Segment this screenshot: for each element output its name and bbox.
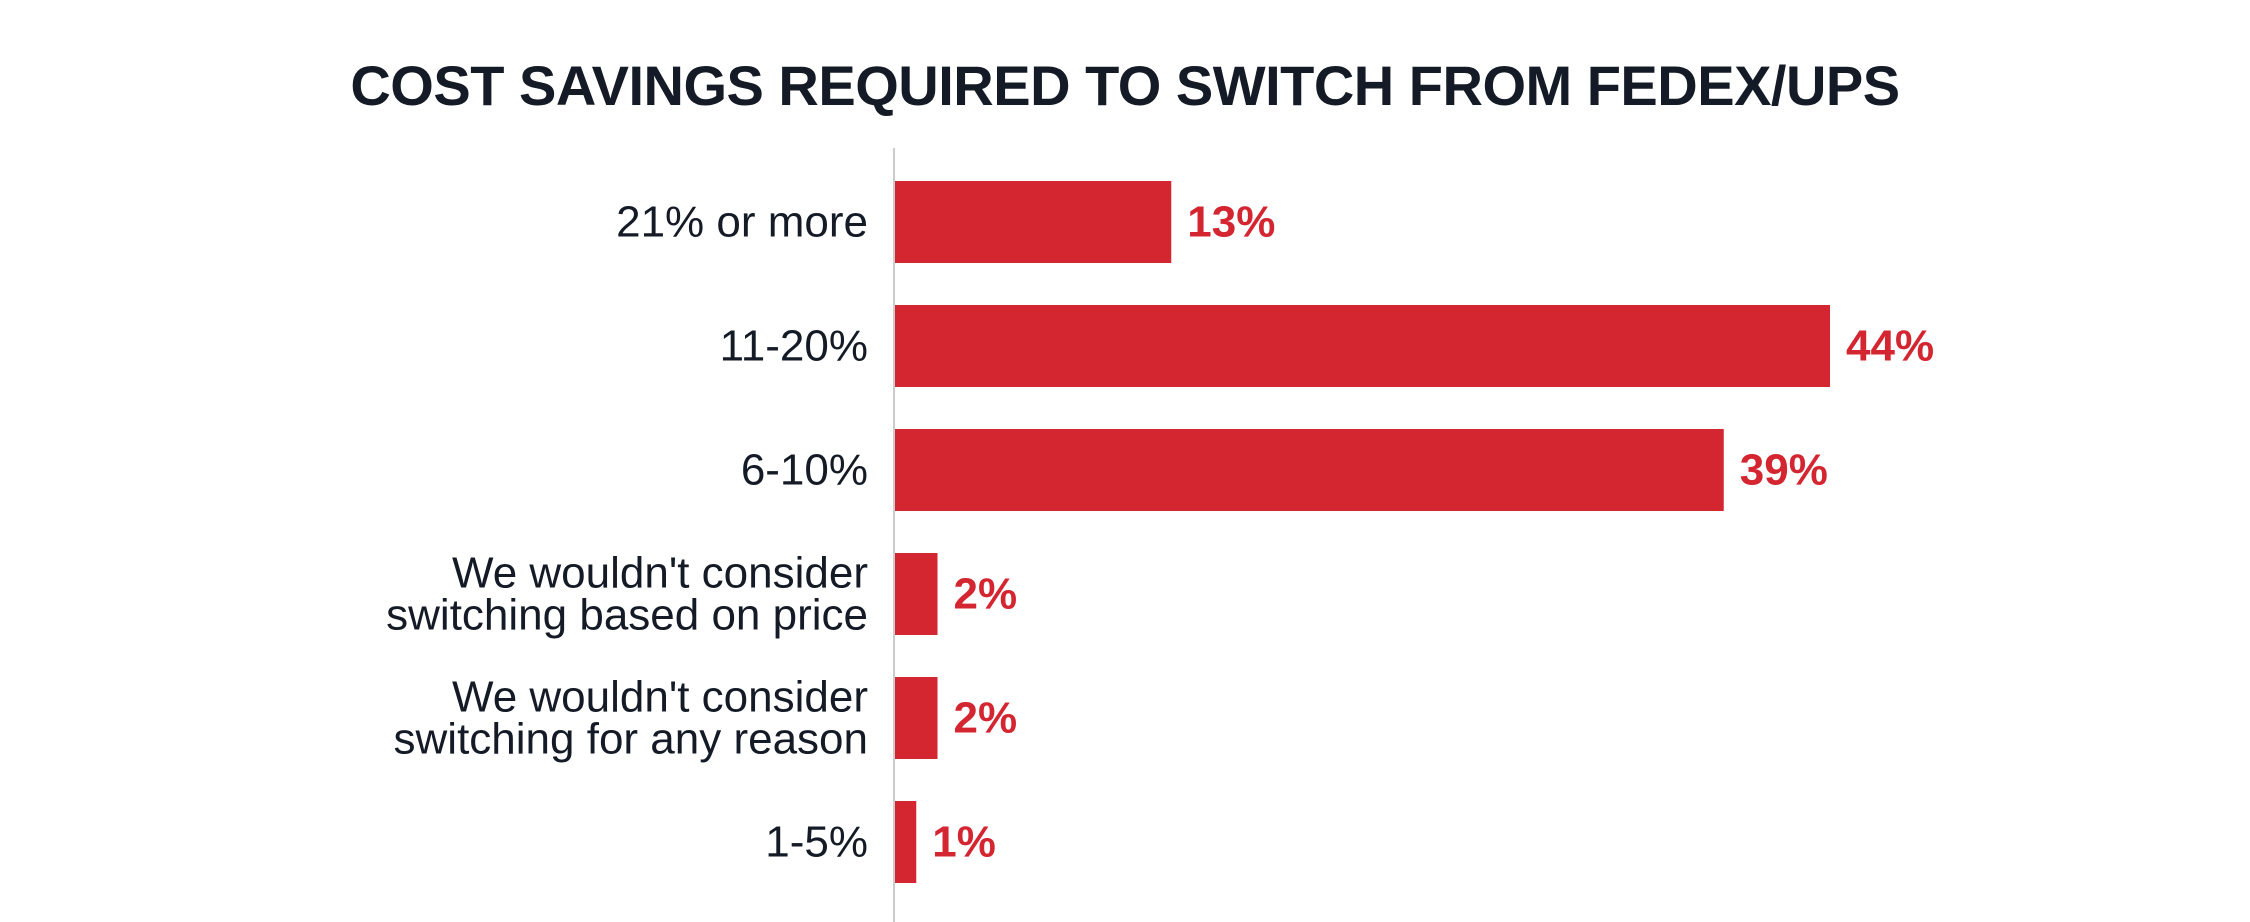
value-label: 13% [1187, 198, 1275, 247]
value-labels: 13% 44% 39% 2% 2% 1% [932, 198, 1934, 867]
value-label: 2% [954, 570, 1018, 619]
category-label-line: We wouldn't consider [452, 673, 868, 722]
category-label: 11-20% [720, 322, 868, 371]
value-label: 2% [954, 694, 1018, 743]
category-label: 6-10% [741, 446, 868, 495]
value-label: 44% [1846, 322, 1934, 371]
value-label: 39% [1740, 446, 1828, 495]
category-labels: 21% or more 11-20% 6-10% We wouldn't consid… [386, 198, 868, 867]
bar [895, 801, 917, 883]
category-label-line: switching based on price [386, 591, 868, 640]
bar [895, 429, 1724, 511]
bar [895, 181, 1172, 263]
bar [895, 677, 938, 759]
category-label: 1-5% [765, 818, 868, 867]
category-label-line: 1-5% [765, 818, 868, 867]
category-label-line: 11-20% [720, 322, 868, 371]
bar [895, 553, 938, 635]
category-label-line: We wouldn't consider [452, 549, 868, 598]
category-label-line: 6-10% [741, 446, 868, 495]
category-label-line: 21% or more [616, 198, 868, 247]
bars [895, 181, 1830, 883]
category-label: 21% or more [616, 198, 868, 247]
category-label-line: switching for any reason [394, 715, 868, 764]
chart-title: COST SAVINGS REQUIRED TO SWITCH FROM FED… [350, 54, 1900, 117]
value-label: 1% [932, 818, 996, 867]
category-label: We wouldn't consider switching for any re… [394, 673, 868, 764]
bar [895, 305, 1830, 387]
category-label: We wouldn't consider switching based on p… [386, 549, 868, 640]
